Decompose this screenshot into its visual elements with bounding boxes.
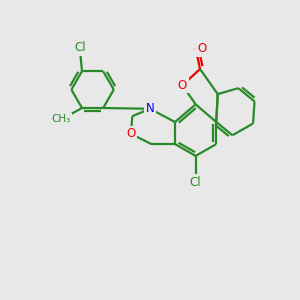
Text: O: O bbox=[178, 79, 187, 92]
Text: O: O bbox=[126, 127, 136, 140]
Text: N: N bbox=[146, 102, 154, 115]
Text: Cl: Cl bbox=[75, 41, 86, 54]
Text: O: O bbox=[197, 42, 206, 55]
Text: CH₃: CH₃ bbox=[51, 114, 70, 124]
Text: Cl: Cl bbox=[190, 176, 202, 189]
